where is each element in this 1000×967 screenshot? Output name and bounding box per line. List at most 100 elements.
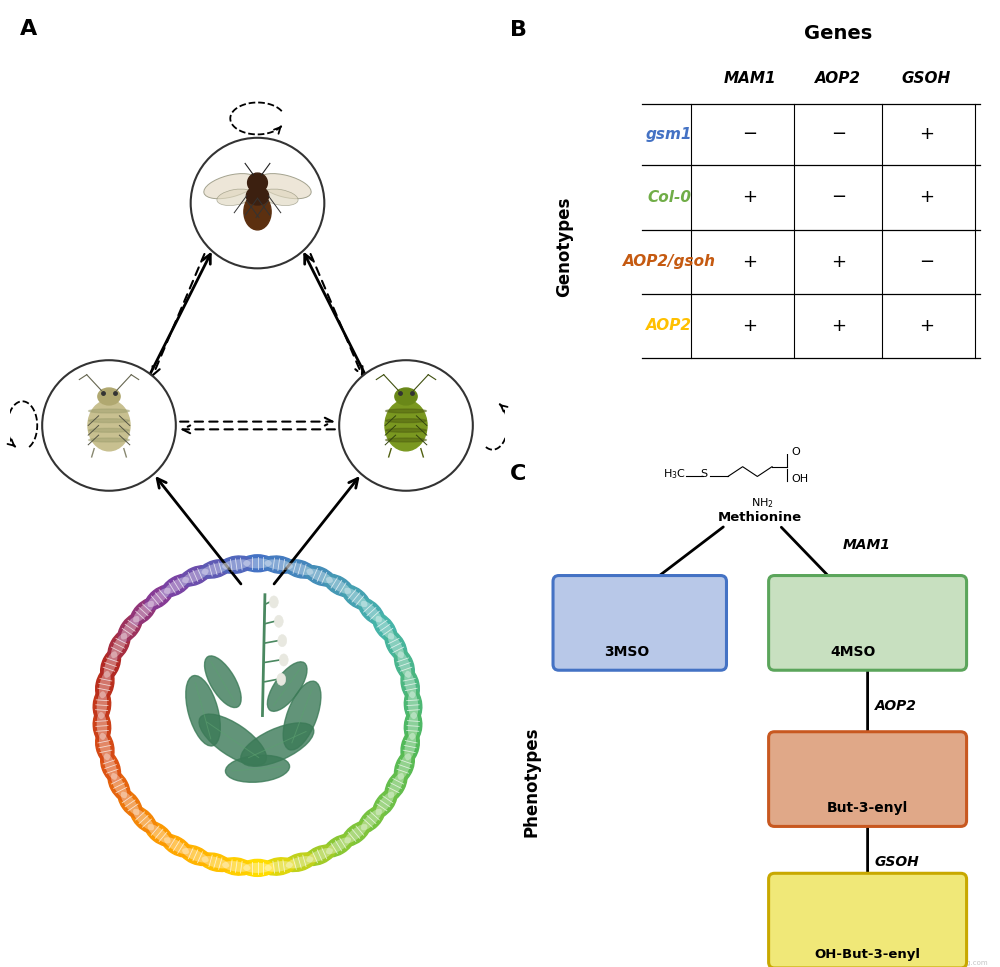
- Ellipse shape: [161, 574, 192, 597]
- Ellipse shape: [361, 808, 382, 831]
- Ellipse shape: [283, 681, 321, 750]
- Ellipse shape: [89, 438, 129, 442]
- Ellipse shape: [222, 559, 250, 571]
- Ellipse shape: [133, 808, 154, 831]
- FancyBboxPatch shape: [769, 575, 967, 670]
- Ellipse shape: [395, 388, 417, 405]
- Ellipse shape: [243, 863, 272, 873]
- Ellipse shape: [361, 601, 382, 623]
- Ellipse shape: [269, 596, 278, 608]
- Ellipse shape: [265, 861, 293, 872]
- Ellipse shape: [404, 733, 416, 760]
- Text: Genotypes: Genotypes: [555, 196, 573, 297]
- Ellipse shape: [388, 773, 404, 799]
- Text: OH-But-3-enyl: OH-But-3-enyl: [815, 948, 921, 961]
- Ellipse shape: [93, 710, 111, 743]
- Ellipse shape: [164, 837, 189, 854]
- Text: $\mathrm{OSO_3^-}$: $\mathrm{OSO_3^-}$: [870, 944, 896, 957]
- Ellipse shape: [93, 689, 111, 721]
- Ellipse shape: [145, 585, 173, 610]
- Text: AOP2: AOP2: [875, 699, 917, 713]
- Ellipse shape: [258, 174, 311, 198]
- Ellipse shape: [323, 835, 354, 857]
- Text: Genes: Genes: [804, 24, 872, 44]
- Text: iiyinwang.com: iiyinwang.com: [937, 960, 988, 966]
- Circle shape: [42, 360, 176, 491]
- Text: S: S: [700, 469, 707, 479]
- Text: +: +: [831, 317, 846, 335]
- Ellipse shape: [88, 400, 130, 451]
- Ellipse shape: [133, 601, 154, 623]
- Ellipse shape: [404, 689, 422, 721]
- Ellipse shape: [246, 187, 269, 205]
- Ellipse shape: [111, 773, 127, 799]
- Ellipse shape: [385, 400, 427, 451]
- Text: OH: OH: [819, 933, 833, 942]
- Ellipse shape: [99, 733, 111, 760]
- Ellipse shape: [385, 771, 407, 801]
- Ellipse shape: [96, 668, 114, 701]
- Ellipse shape: [121, 792, 139, 815]
- Ellipse shape: [108, 771, 130, 801]
- Text: O: O: [608, 605, 615, 614]
- Ellipse shape: [306, 569, 333, 583]
- Text: 3MSO: 3MSO: [604, 645, 649, 659]
- Ellipse shape: [358, 806, 385, 833]
- Ellipse shape: [373, 789, 397, 818]
- Ellipse shape: [326, 577, 351, 594]
- Ellipse shape: [96, 730, 114, 763]
- Text: Methionine: Methionine: [718, 511, 802, 523]
- Ellipse shape: [342, 821, 370, 846]
- Ellipse shape: [220, 556, 253, 573]
- Ellipse shape: [344, 588, 367, 607]
- Ellipse shape: [205, 656, 241, 708]
- Text: $\mathrm{H_3C}$: $\mathrm{H_3C}$: [790, 624, 809, 636]
- FancyBboxPatch shape: [553, 575, 726, 670]
- Ellipse shape: [283, 560, 316, 578]
- Text: MAM1: MAM1: [724, 72, 776, 86]
- Ellipse shape: [204, 174, 257, 198]
- Ellipse shape: [386, 438, 426, 442]
- Text: But-3-enyl: But-3-enyl: [827, 801, 908, 815]
- Ellipse shape: [243, 558, 272, 569]
- Ellipse shape: [404, 671, 416, 698]
- Ellipse shape: [148, 824, 171, 843]
- Text: OH: OH: [792, 474, 809, 484]
- Ellipse shape: [180, 566, 211, 586]
- Ellipse shape: [395, 649, 414, 681]
- Text: +: +: [919, 125, 934, 143]
- Circle shape: [248, 173, 267, 192]
- Ellipse shape: [199, 714, 266, 766]
- Ellipse shape: [182, 569, 209, 583]
- Text: MAM1: MAM1: [843, 538, 891, 552]
- Ellipse shape: [404, 710, 422, 743]
- Ellipse shape: [89, 409, 129, 413]
- Ellipse shape: [408, 691, 418, 719]
- Text: $\mathrm{H_2C}$: $\mathrm{H_2C}$: [792, 918, 811, 930]
- Ellipse shape: [199, 853, 232, 871]
- Text: +: +: [742, 189, 758, 207]
- Text: Phenotypes: Phenotypes: [523, 726, 541, 836]
- Text: +: +: [919, 317, 934, 335]
- Ellipse shape: [373, 613, 397, 642]
- Ellipse shape: [121, 616, 139, 639]
- Ellipse shape: [376, 792, 394, 815]
- Text: S–Glc: S–Glc: [642, 621, 665, 630]
- Ellipse shape: [241, 723, 314, 766]
- Ellipse shape: [217, 189, 254, 206]
- Ellipse shape: [401, 730, 419, 763]
- Ellipse shape: [241, 860, 274, 876]
- Text: $\mathrm{H_3C}$: $\mathrm{H_3C}$: [663, 467, 686, 481]
- Text: S–Glc: S–Glc: [867, 777, 890, 786]
- Text: +: +: [742, 252, 758, 271]
- Text: S: S: [597, 623, 603, 632]
- Text: N: N: [851, 796, 859, 806]
- Ellipse shape: [89, 428, 129, 432]
- Ellipse shape: [145, 821, 173, 846]
- Text: $\mathrm{OSO_3^-}$: $\mathrm{OSO_3^-}$: [870, 803, 896, 816]
- Text: Col-0: Col-0: [647, 190, 691, 205]
- Ellipse shape: [386, 428, 426, 432]
- Ellipse shape: [274, 615, 283, 628]
- Ellipse shape: [130, 599, 157, 625]
- Text: AOP2: AOP2: [646, 318, 692, 334]
